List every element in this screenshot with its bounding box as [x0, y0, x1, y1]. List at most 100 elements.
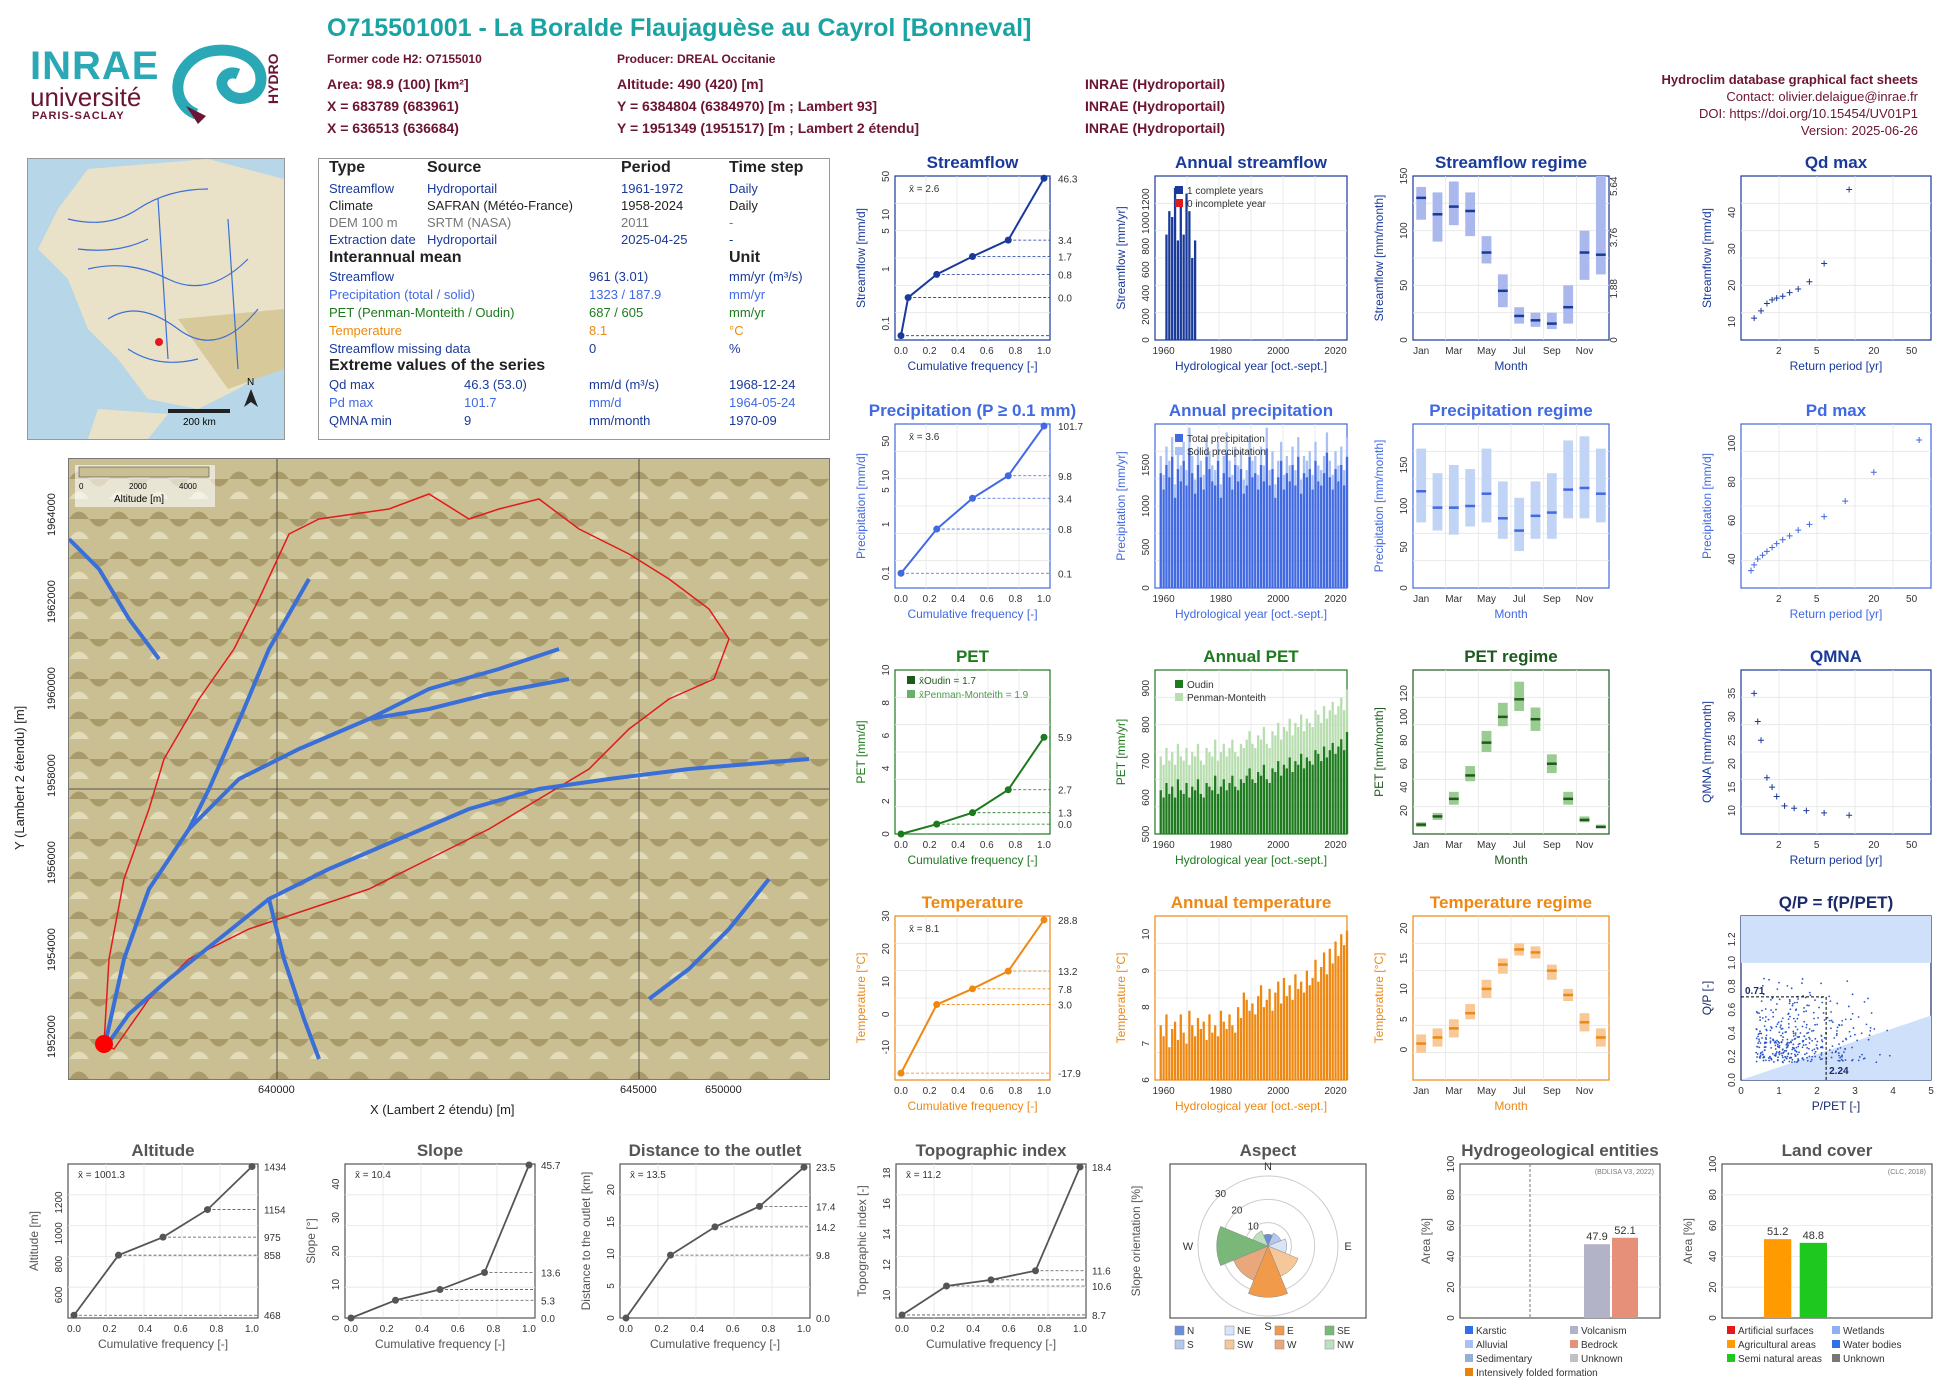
x-axis-label: Month	[1494, 853, 1527, 867]
y-tick-label: 1	[881, 521, 892, 527]
x-tick-label: Jan	[1413, 346, 1429, 357]
qp-point	[1796, 1036, 1799, 1038]
regime-box	[1579, 436, 1590, 519]
rp-point	[1842, 498, 1849, 505]
qp-point	[1769, 998, 1772, 1001]
qp-point	[1856, 1039, 1859, 1042]
info-type: Climate	[329, 198, 374, 213]
qp-point	[1792, 1002, 1794, 1005]
qp-point	[1789, 1000, 1791, 1003]
pet-regime-title: PET regime	[1464, 647, 1558, 666]
annual-bar	[1234, 1032, 1237, 1080]
y-tick-label: 80	[1708, 1189, 1719, 1201]
x-tick-label: Jan	[1413, 840, 1429, 851]
annual-bar	[1165, 1014, 1168, 1080]
info-step: -	[729, 215, 734, 230]
x-tick-label: 50	[1906, 840, 1918, 851]
annual-bar	[1208, 786, 1211, 834]
mean-label: x̄ = 8.1	[909, 924, 940, 935]
doi-link[interactable]: DOI: https://doi.org/10.15454/UV01P1	[1699, 106, 1918, 121]
qp-point	[1862, 1057, 1865, 1060]
legend-swatch	[1465, 1340, 1473, 1348]
legend-label: E	[1287, 1326, 1294, 1337]
annual-bar	[1277, 761, 1280, 834]
qp-point	[1813, 1017, 1815, 1020]
qp-point	[1758, 1056, 1761, 1059]
y-tick-label: 120	[1399, 685, 1410, 702]
annual-streamflow: Annual streamflow 1 complete years 0 incom…	[1114, 153, 1348, 373]
x-tick-label: Jan	[1413, 594, 1429, 605]
qp-point	[1858, 1056, 1861, 1058]
qp-point	[1838, 1054, 1840, 1057]
qp-point	[1768, 1055, 1771, 1058]
x-axis-label: Month	[1494, 607, 1527, 621]
y-tick-label: 8	[881, 700, 892, 706]
annual-precip: Annual precipitation Total precipitation S…	[1114, 401, 1349, 621]
qp-point	[1781, 1017, 1784, 1020]
qp-point	[1792, 1030, 1795, 1033]
annual-bar	[1268, 485, 1271, 588]
annual-bar	[1300, 981, 1303, 1080]
legend-swatch	[1274, 1339, 1285, 1350]
qp-point	[1788, 998, 1791, 1001]
qp-point	[1790, 987, 1793, 990]
source-x: INRAE (Hydroportail)	[1085, 98, 1225, 114]
x-tick-label: 2000	[1267, 346, 1290, 357]
annual-bar	[1314, 460, 1317, 588]
annual-bar	[1214, 775, 1217, 834]
qp-point	[1797, 998, 1799, 1000]
annual-bar	[1254, 473, 1257, 588]
y-tick-label: 10	[331, 1279, 342, 1291]
qp-point	[1772, 1015, 1775, 1018]
y-tick-label: 50	[1399, 279, 1410, 291]
qp-point	[1781, 1056, 1784, 1059]
qp-mark-label: 0.71	[1745, 986, 1765, 997]
right-value-label: 18.4	[1092, 1163, 1112, 1174]
rose-ring	[1197, 1175, 1339, 1317]
right-value-label: 1.7	[1058, 253, 1072, 264]
annual-bar	[1285, 768, 1288, 834]
regime-box	[1465, 192, 1476, 237]
annual-bar	[1320, 485, 1323, 588]
qp-point	[1857, 1016, 1860, 1018]
regime-box	[1465, 766, 1476, 782]
y-axis-label: Distance to the outlet [km]	[579, 1172, 593, 1311]
qp-point	[1815, 1044, 1818, 1046]
regime-box	[1563, 285, 1574, 324]
x-tick-label: 1960	[1152, 840, 1175, 851]
qp-point	[1821, 1040, 1824, 1043]
x-tick-label: 0.8	[761, 1324, 775, 1335]
annual-bar	[1162, 489, 1165, 588]
qp-point	[1795, 1046, 1798, 1049]
bar-value-label: 52.1	[1614, 1225, 1635, 1237]
info-type: Streamflow	[329, 181, 395, 196]
y-axis-label: Temperature [°C]	[1114, 953, 1128, 1044]
annual-bar	[1188, 1010, 1191, 1080]
x-tick-label: 2	[1776, 840, 1782, 851]
qp-point	[1789, 1057, 1792, 1059]
mean-label: PET (Penman-Monteith / Oudin)	[329, 305, 515, 320]
qp-point	[1783, 1059, 1786, 1062]
hydrogeology-title: Hydrogeological entities	[1461, 1141, 1658, 1160]
qp-point	[1825, 1060, 1828, 1063]
qp-point	[1844, 1018, 1847, 1021]
x-tick-label: 0.2	[103, 1324, 117, 1335]
qp-point	[1806, 1032, 1808, 1035]
y-tick-label: 0.8	[1727, 979, 1738, 993]
annual-bar	[1182, 793, 1185, 834]
qp-point	[1801, 982, 1803, 985]
qp-point	[1801, 978, 1804, 980]
y-tick-label: 0	[1708, 1315, 1719, 1321]
right-value-label: 1154	[264, 1206, 286, 1217]
regime-box	[1465, 1004, 1476, 1020]
annual-bar	[1171, 786, 1174, 834]
rp-point	[1795, 527, 1802, 534]
annual-bar	[1331, 489, 1334, 588]
qp-point	[1848, 1030, 1851, 1033]
rose-direction: N	[1264, 1161, 1272, 1173]
qp-point	[1791, 1048, 1794, 1051]
legend-swatch	[1175, 434, 1183, 442]
precip-fdc: Precipitation (P ≥ 0.1 mm) 101.7 9.8 3.4 0.8…	[854, 401, 1083, 621]
y-tick-label: 6	[1141, 1077, 1152, 1083]
contact-email[interactable]: Contact: olivier.delaigue@inrae.fr	[1726, 89, 1918, 104]
